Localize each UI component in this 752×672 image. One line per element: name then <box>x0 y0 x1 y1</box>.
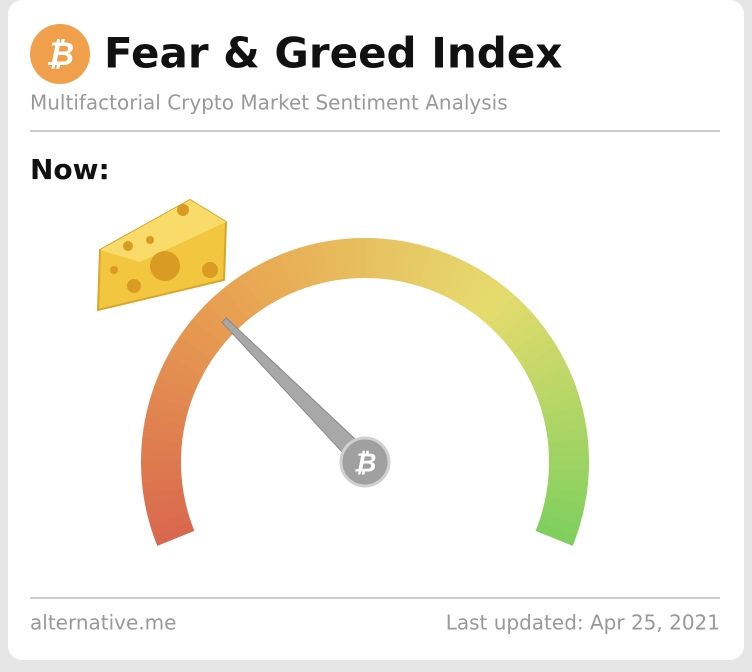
gauge-arc <box>382 239 399 281</box>
gauge-arc <box>141 469 182 483</box>
gauge-arc <box>154 374 196 400</box>
gauge: ₿ <box>141 237 589 546</box>
gauge-arc <box>451 264 481 305</box>
title: Fear & Greed Index <box>104 29 562 78</box>
gauge-arc <box>500 310 538 346</box>
gauge-arc <box>391 240 410 282</box>
gauge-arc <box>506 319 545 353</box>
gauge-arc <box>321 240 339 282</box>
gauge-arc <box>185 318 224 352</box>
gauge-arc <box>548 469 589 483</box>
gauge-arc <box>145 405 187 426</box>
gauge-arc <box>373 238 388 279</box>
gauge-arc <box>547 478 589 494</box>
gauge-arc <box>143 487 185 504</box>
gauge-arc <box>223 281 257 320</box>
gauge-arc <box>426 250 451 293</box>
now-label: Now: <box>30 153 110 186</box>
gauge-arc <box>162 354 204 383</box>
gauge-arc <box>167 345 208 375</box>
gauge-arc <box>543 496 586 516</box>
gauge-arc <box>153 521 195 546</box>
gauge-arc <box>343 238 357 279</box>
gauge-arc <box>466 275 499 315</box>
gauge-arc <box>530 365 572 392</box>
gauge-arc <box>173 336 213 367</box>
gauge-arc <box>535 522 577 546</box>
gauge-arc <box>522 345 563 375</box>
gauge-arc <box>534 375 576 400</box>
gauge-arc <box>207 295 243 332</box>
gauge-arc <box>547 438 589 453</box>
gauge-arc <box>300 244 322 286</box>
gauge-arc <box>289 247 313 289</box>
gauge-arc <box>158 364 200 391</box>
gauge-arc <box>537 385 580 409</box>
gauge-arc <box>512 327 552 360</box>
gauge-arc <box>435 254 461 296</box>
hub-symbol: ₿ <box>354 449 377 479</box>
gauge-arc <box>400 242 420 284</box>
source: alternative.me <box>30 611 176 635</box>
gauge-arc <box>279 250 304 292</box>
gauge-arc <box>418 247 441 289</box>
gauge-arc <box>545 416 587 435</box>
gauge-arc <box>148 395 190 417</box>
gauge-arc <box>259 259 288 300</box>
gauge-arc <box>545 487 587 505</box>
last-updated: Last updated: Apr 25, 2021 <box>446 611 720 635</box>
gauge-arc <box>147 504 189 526</box>
gauge-arc <box>269 254 296 296</box>
gauge-arc <box>538 513 580 537</box>
gauge-arc <box>526 355 568 384</box>
gauge-arc <box>179 327 219 360</box>
gauge-arc <box>141 478 183 494</box>
gauge-arc <box>409 244 431 287</box>
gauge-arc <box>232 275 264 314</box>
gauge-arc <box>149 513 192 536</box>
gauge-arc <box>459 269 490 310</box>
bitcoin-symbol: ₿ <box>46 35 74 73</box>
gauge-arc <box>546 427 588 444</box>
needle-hub <box>339 436 391 488</box>
gauge-arc <box>517 336 557 368</box>
gauge-arc <box>143 416 185 434</box>
subtitle: Multifactorial Crypto Market Sentiment A… <box>30 91 508 115</box>
gauge-arc <box>543 406 585 426</box>
gauge-arc <box>541 505 583 526</box>
gauge-arc <box>142 427 184 443</box>
gauge-arc <box>144 495 187 515</box>
gauge-arc <box>474 281 507 320</box>
cheese-icon <box>96 198 228 312</box>
bitcoin-logo <box>30 24 90 84</box>
gauge-arc <box>192 310 230 345</box>
gauge-arc <box>310 242 330 284</box>
gauge-arc <box>215 288 250 326</box>
gauge-arc <box>151 384 193 408</box>
gauge-arc <box>443 259 471 300</box>
gauge-arc <box>250 263 280 305</box>
gauge-arc <box>332 239 348 280</box>
gauge-arc <box>199 302 236 339</box>
gauge-arc <box>540 395 583 417</box>
gauge-arc <box>481 288 516 326</box>
gauge-arc <box>494 303 531 339</box>
gauge-arc <box>141 438 183 452</box>
gauge-arc <box>488 295 524 332</box>
gauge-arc <box>241 269 272 309</box>
